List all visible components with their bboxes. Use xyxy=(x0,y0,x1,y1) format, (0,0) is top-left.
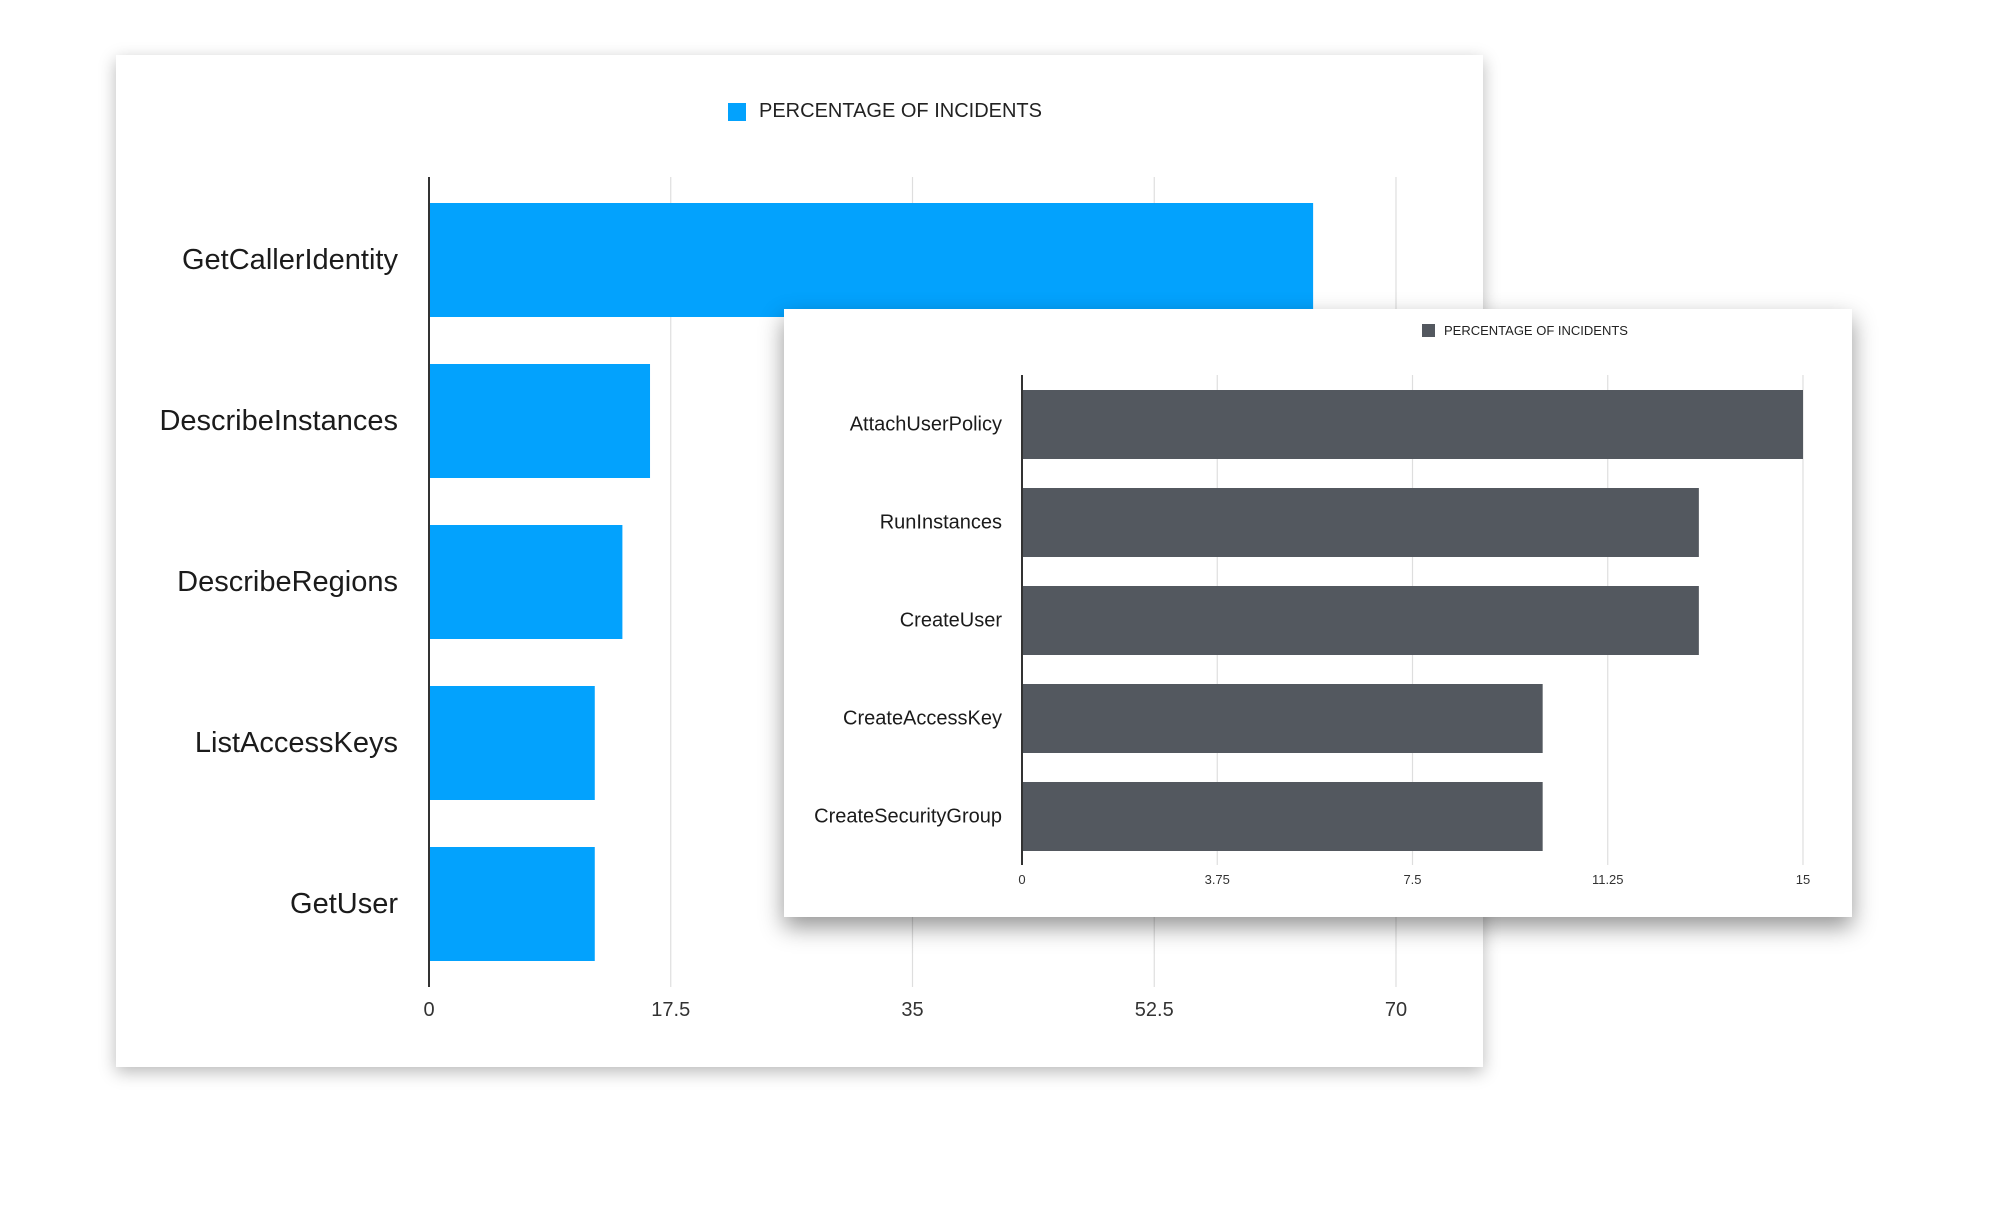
x-tick-label: 11.25 xyxy=(1592,872,1624,887)
legend-label: PERCENTAGE OF INCIDENTS xyxy=(1444,323,1628,338)
x-tick-label: 15 xyxy=(1796,872,1810,887)
category-label: GetCallerIdentity xyxy=(182,244,398,276)
bar-getuser xyxy=(429,847,595,961)
category-label: AttachUserPolicy xyxy=(850,414,1002,436)
bar-attachuserpolicy xyxy=(1022,390,1803,459)
chart-legend: PERCENTAGE OF INCIDENTS xyxy=(1422,323,1628,338)
category-label: ListAccessKeys xyxy=(195,727,398,759)
bar-createsecuritygroup xyxy=(1022,782,1543,851)
bar-listaccesskeys xyxy=(429,686,595,800)
category-label: DescribeInstances xyxy=(159,405,398,437)
bar-chart-svg: GetCallerIdentity DescribeInstances Descri… xyxy=(159,177,1407,1021)
category-label: CreateUser xyxy=(900,610,1003,632)
x-tick-label: 0 xyxy=(1018,872,1025,887)
x-tick-label: 3.75 xyxy=(1205,872,1230,887)
category-label: CreateAccessKey xyxy=(843,708,1002,730)
bar-createaccesskey xyxy=(1022,684,1543,753)
bar-chart-svg: AttachUserPolicy RunInstances CreateUser Cr… xyxy=(814,375,1810,887)
incidents-chart-secondary: PERCENTAGE OF INCIDENTS AttachUserPolicy… xyxy=(784,309,1852,917)
legend-label: PERCENTAGE OF INCIDENTS xyxy=(759,100,1042,122)
x-tick-label: 17.5 xyxy=(651,999,690,1021)
bar-runinstances xyxy=(1022,488,1699,557)
category-label: DescribeRegions xyxy=(177,566,398,598)
bar-createuser xyxy=(1022,586,1699,655)
x-tick-label: 7.5 xyxy=(1403,872,1421,887)
x-tick-label: 0 xyxy=(423,999,434,1021)
x-tick-label: 52.5 xyxy=(1135,999,1174,1021)
category-label: RunInstances xyxy=(880,512,1002,534)
x-tick-label: 35 xyxy=(901,999,923,1021)
bar-getcalleridentity xyxy=(429,203,1314,317)
chart-legend: PERCENTAGE OF INCIDENTS xyxy=(728,100,1042,123)
bar-describeregions xyxy=(429,525,623,639)
category-label: GetUser xyxy=(290,888,398,920)
category-label: CreateSecurityGroup xyxy=(814,806,1002,828)
legend-swatch xyxy=(728,102,746,121)
legend-swatch xyxy=(1422,324,1435,337)
x-tick-label: 70 xyxy=(1385,999,1407,1021)
bar-describeinstances xyxy=(429,364,651,478)
